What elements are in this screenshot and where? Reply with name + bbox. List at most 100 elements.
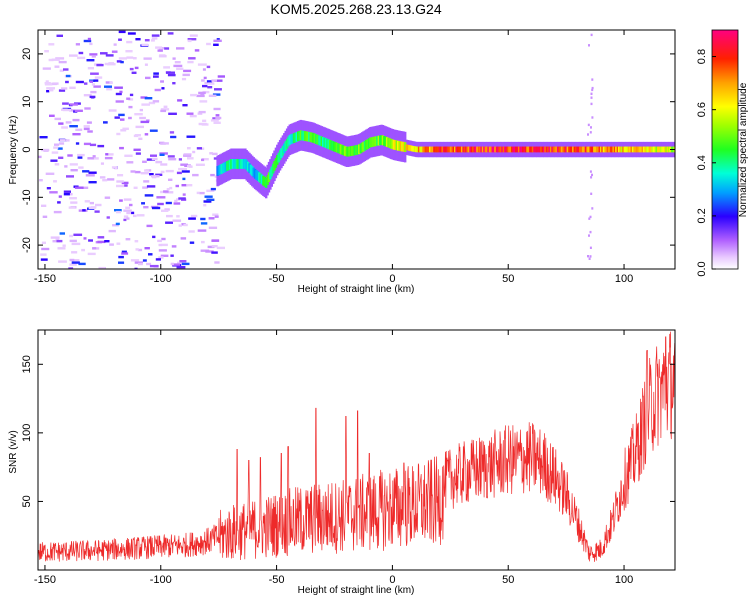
- noise-cell: [128, 105, 133, 109]
- ridge-cell: [473, 146, 476, 153]
- snr-x-tick-label: -150: [34, 574, 56, 586]
- noise-cell: [90, 157, 99, 160]
- noise-cell: [168, 158, 177, 161]
- ridge-cell: [394, 140, 397, 150]
- noise-cell: [82, 209, 86, 212]
- ridge-cell: [658, 146, 661, 153]
- colorbar-label: Normalized spectral amplitude: [738, 82, 749, 217]
- colorbar: 0.0 0.2 0.4 0.6 0.8 Normalized spectral ampl…: [696, 29, 749, 277]
- noise-cell: [68, 206, 76, 209]
- ridge-cell: [476, 146, 479, 153]
- noise-cell: [212, 213, 219, 216]
- noise-cell: [89, 80, 93, 83]
- noise-cell: [215, 114, 220, 117]
- noise-cell: [176, 171, 182, 175]
- ridge-cell: [606, 146, 610, 153]
- noise-cell: [200, 249, 210, 252]
- ridge-cell: [246, 161, 250, 172]
- noise-cell: [155, 160, 163, 164]
- noise-cell: [84, 200, 90, 203]
- ridge-cell: [559, 146, 562, 153]
- ridge-cell: [270, 166, 273, 177]
- spectrogram-x-tick-label: -100: [150, 273, 172, 285]
- noise-cell: [116, 180, 124, 183]
- noise-cell: [182, 193, 186, 196]
- noise-cell: [118, 113, 125, 117]
- ridge-cell: [601, 146, 604, 153]
- ridge-cell: [385, 137, 389, 147]
- noise-cell: [587, 123, 590, 127]
- noise-cell: [142, 160, 147, 163]
- ridge-cell: [244, 159, 247, 169]
- noise-cell: [181, 77, 187, 81]
- noise-cell: [590, 126, 592, 129]
- noise-cell: [161, 237, 166, 241]
- noise-cell: [151, 39, 155, 42]
- chart-title: KOM5.2025.268.23.13.G24: [270, 1, 441, 17]
- noise-cell: [144, 63, 148, 66]
- noise-cell: [134, 240, 139, 243]
- ridge-cell: [572, 146, 575, 153]
- noise-cell: [588, 234, 590, 237]
- ridge-cell: [345, 146, 348, 157]
- noise-cell: [40, 253, 47, 256]
- noise-cell: [70, 169, 78, 172]
- ridge-cell: [651, 146, 654, 153]
- spectrogram-y-tick-label: -20: [21, 237, 33, 253]
- noise-cell: [590, 92, 593, 95]
- ridge-cell: [234, 159, 237, 169]
- noise-cell: [187, 147, 191, 150]
- ridge-cell: [291, 133, 294, 144]
- noise-cell: [151, 34, 160, 37]
- ridge-cell: [633, 146, 636, 153]
- noise-cell: [194, 49, 200, 52]
- ridge-cell: [506, 146, 510, 153]
- ridge-cell: [529, 146, 532, 153]
- noise-cell: [146, 185, 156, 188]
- ridge-cell: [422, 146, 425, 153]
- ridge-cell: [492, 146, 496, 153]
- noise-cell: [103, 121, 108, 124]
- ridge-cell: [380, 135, 383, 145]
- noise-cell: [152, 206, 161, 210]
- noise-cell: [83, 125, 90, 128]
- noise-cell: [157, 202, 164, 206]
- ridge-cell: [451, 146, 454, 153]
- noise-cell: [124, 154, 133, 157]
- noise-cell: [146, 119, 150, 122]
- ridge-cell: [467, 146, 471, 153]
- noise-cell: [62, 244, 66, 247]
- spectrogram-y-tick-label: 10: [21, 96, 33, 108]
- noise-cell: [126, 97, 131, 100]
- ridge-cell: [668, 146, 671, 153]
- noise-cell: [131, 71, 137, 74]
- ridge-cell: [238, 159, 241, 169]
- ridge-cell: [227, 160, 230, 171]
- noise-cell: [106, 216, 110, 219]
- noise-cell: [52, 82, 59, 85]
- ridge-cell: [494, 146, 497, 153]
- noise-cell: [587, 133, 589, 136]
- noise-cell: [192, 150, 196, 154]
- noise-cell: [158, 249, 167, 252]
- ridge-cell: [348, 146, 351, 157]
- ridge-cell: [612, 146, 615, 153]
- ridge-cell: [470, 146, 474, 153]
- ridge-cell: [647, 146, 650, 153]
- ridge-cell: [577, 146, 581, 153]
- noise-cell: [50, 159, 58, 162]
- noise-cell: [48, 58, 54, 62]
- noise-cell: [51, 58, 60, 61]
- ridge-cell: [298, 130, 301, 141]
- noise-cell: [104, 196, 111, 199]
- noise-cell: [202, 68, 206, 71]
- noise-cell: [126, 211, 135, 215]
- noise-cell: [130, 259, 140, 262]
- noise-cell: [94, 210, 100, 213]
- noise-cell: [69, 234, 73, 238]
- ridge-cell: [629, 146, 632, 153]
- noise-cell: [590, 102, 593, 106]
- ridge-cell: [579, 146, 582, 153]
- ridge-cell: [597, 146, 600, 153]
